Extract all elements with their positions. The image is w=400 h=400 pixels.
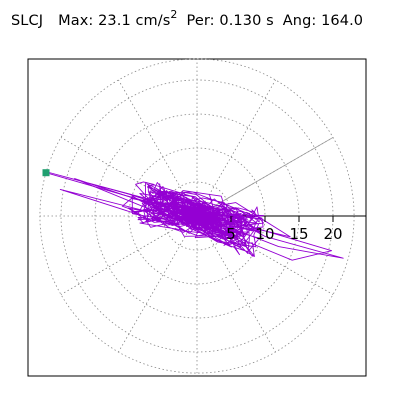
radial-ticks: 5 10 15 20 [226, 216, 343, 243]
max-unit-exponent: 2 [170, 8, 178, 21]
tick-label-5: 5 [226, 225, 236, 243]
max-value: 23.1 [98, 13, 131, 29]
max-marker [42, 169, 50, 177]
tick-label-20: 20 [323, 225, 342, 243]
per-label: Per: [186, 13, 215, 29]
tick-label-15: 15 [289, 225, 308, 243]
max-unit: cm/s [135, 13, 171, 29]
grid-spoke [196, 79, 276, 217]
ang-value: 164.0 [321, 13, 364, 29]
max-label: Max: [58, 13, 94, 29]
grid-spoke [60, 215, 198, 295]
ang-label: Ang: [282, 13, 317, 29]
reference-spoke [196, 137, 334, 217]
tick-label-10: 10 [255, 225, 274, 243]
per-value: 0.130 s [219, 13, 274, 29]
station-code: SLCJ [11, 13, 44, 29]
max-direction-marker-group [42, 169, 198, 217]
chart-header: SLCJ Max: 23.1 cm/s2 Per: 0.130 s Ang: 164.… [11, 9, 364, 29]
polar-axes [196, 137, 366, 217]
max-direction-line [45, 172, 198, 217]
